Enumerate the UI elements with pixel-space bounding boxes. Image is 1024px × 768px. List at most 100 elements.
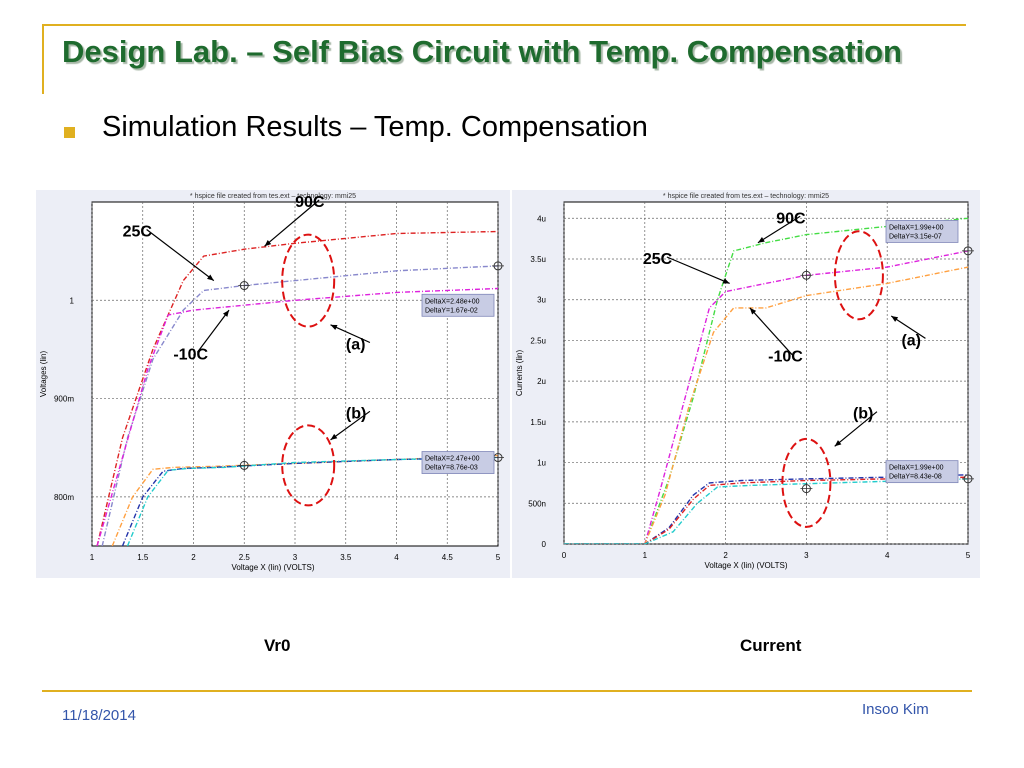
annotation-arrow [264,199,320,247]
y-tick-label: 1u [537,459,546,468]
voltage-plot-svg: * hspice file created from tes.ext – tec… [36,190,510,578]
series-line-1 [564,217,968,544]
x-tick-label: 4 [394,553,399,562]
annotation-label: 90C [295,194,325,211]
x-tick-label: 5 [966,551,971,560]
annotation-arrow [749,307,793,356]
x-tick-label: 3 [804,551,809,560]
annotation-arrowhead [891,316,899,322]
y-tick-label: 1 [70,296,75,305]
plot-title: * hspice file created from tes.ext – tec… [663,193,829,200]
series-line-3 [96,287,498,546]
delta-box [885,460,959,484]
annotation-label: 25C [643,251,673,268]
delta-box-text: DeltaY=8.43e-08 [889,474,942,481]
annotation-label: 90C [776,210,806,227]
x-tick-label: 1 [90,553,95,562]
series-line-6 [126,456,498,546]
x-tick-label: 0 [562,551,567,560]
x-tick-label: 4 [885,551,890,560]
caption-vr0: Vr0 [264,636,291,655]
x-tick-label: 5 [496,553,501,562]
annotation-arrow [834,411,878,447]
annotation-arrowhead [757,236,765,243]
plot-area [563,201,969,545]
delta-box-text: DeltaX=2.47e+00 [425,456,480,463]
annotation-arrowhead [330,433,338,440]
annotation-arrow [666,256,730,284]
annotation-label: -10C [768,349,803,366]
x-tick-label: 1.5 [137,553,149,562]
bullet-text: Simulation Results – Temp. Compensation [102,111,648,143]
slide-title: Design Lab. – Self Bias Circuit with Tem… [62,34,902,69]
x-tick-label: 3.5 [340,553,352,562]
series-line-6 [564,478,968,544]
x-axis-label: Voltage X (lin) (VOLTS) [705,561,788,570]
annotation-label: (a) [346,337,366,354]
delta-box [885,220,959,243]
y-tick-label: 2.5u [530,336,546,345]
highlight-ellipse [833,230,884,321]
x-tick-label: 1 [643,551,648,560]
y-tick-label: 500n [528,499,546,508]
annotation-label: (b) [346,405,366,422]
annotation-arrowhead [222,310,230,317]
y-axis-label: Currents (lin) [515,350,524,397]
delta-box [421,451,495,474]
annotation-arrowhead [722,278,730,284]
footer-author: Insoo Kim [862,701,929,718]
title-accent-vertical [42,24,44,94]
y-tick-label: 2u [537,377,546,386]
highlight-ellipse [781,437,832,528]
y-tick-label: 800m [54,493,74,502]
delta-box-text: DeltaX=2.48e+00 [425,298,480,305]
y-tick-label: 0 [542,540,547,549]
x-tick-label: 2 [723,551,728,560]
annotation-label: (b) [853,406,873,423]
annotation-arrow [330,324,371,344]
current-plot-svg: * hspice file created from tes.ext – tec… [512,190,980,578]
annotation-arrow [146,229,215,282]
x-tick-label: 2 [191,553,196,562]
delta-box-text: DeltaX=1.99e+00 [889,465,944,472]
annotation-label: 25C [123,223,153,240]
highlight-ellipse [281,424,336,507]
footer-date: 11/18/2014 [62,707,136,724]
annotation-arrowhead [264,239,272,247]
annotation-label: -10C [173,346,208,363]
y-axis-label: Voltages (lin) [39,351,48,398]
annotation-arrow [890,315,926,339]
delta-box-text: DeltaY=3.15e-07 [889,233,942,240]
delta-box-text: DeltaX=1.99e+00 [889,224,944,231]
x-axis-label: Voltage X (lin) (VOLTS) [232,563,315,572]
title-accent-horizontal [42,24,966,26]
annotation-arrowhead [207,274,214,281]
voltage-plot: * hspice file created from tes.ext – tec… [36,190,510,578]
footer-divider [42,690,972,692]
annotation-arrowhead [834,440,842,447]
plot-title: * hspice file created from tes.ext – tec… [190,193,356,200]
delta-box [421,293,495,317]
annotation-label: (a) [901,332,921,349]
x-tick-label: 3 [293,553,298,562]
annotation-arrow [757,215,801,244]
annotation-arrow [196,309,230,353]
series-line-2 [564,250,968,544]
series-line-3 [564,266,968,544]
highlight-ellipse [281,233,336,328]
x-tick-label: 2.5 [239,553,251,562]
x-tick-label: 4.5 [442,553,454,562]
y-tick-label: 1.5u [530,418,546,427]
delta-box-text: DeltaY=1.67e-02 [425,307,478,314]
y-tick-label: 900m [54,395,74,404]
annotation-arrow [330,410,371,441]
y-tick-label: 4u [537,214,546,223]
series-line-5 [564,476,968,544]
annotation-arrowhead [330,324,338,330]
current-plot: * hspice file created from tes.ext – tec… [512,190,980,578]
y-tick-label: 3u [537,296,546,305]
series-line-1 [96,230,498,546]
delta-box-text: DeltaY=8.76e-03 [425,465,478,472]
annotation-arrowhead [749,307,757,315]
caption-current: Current [740,636,802,655]
